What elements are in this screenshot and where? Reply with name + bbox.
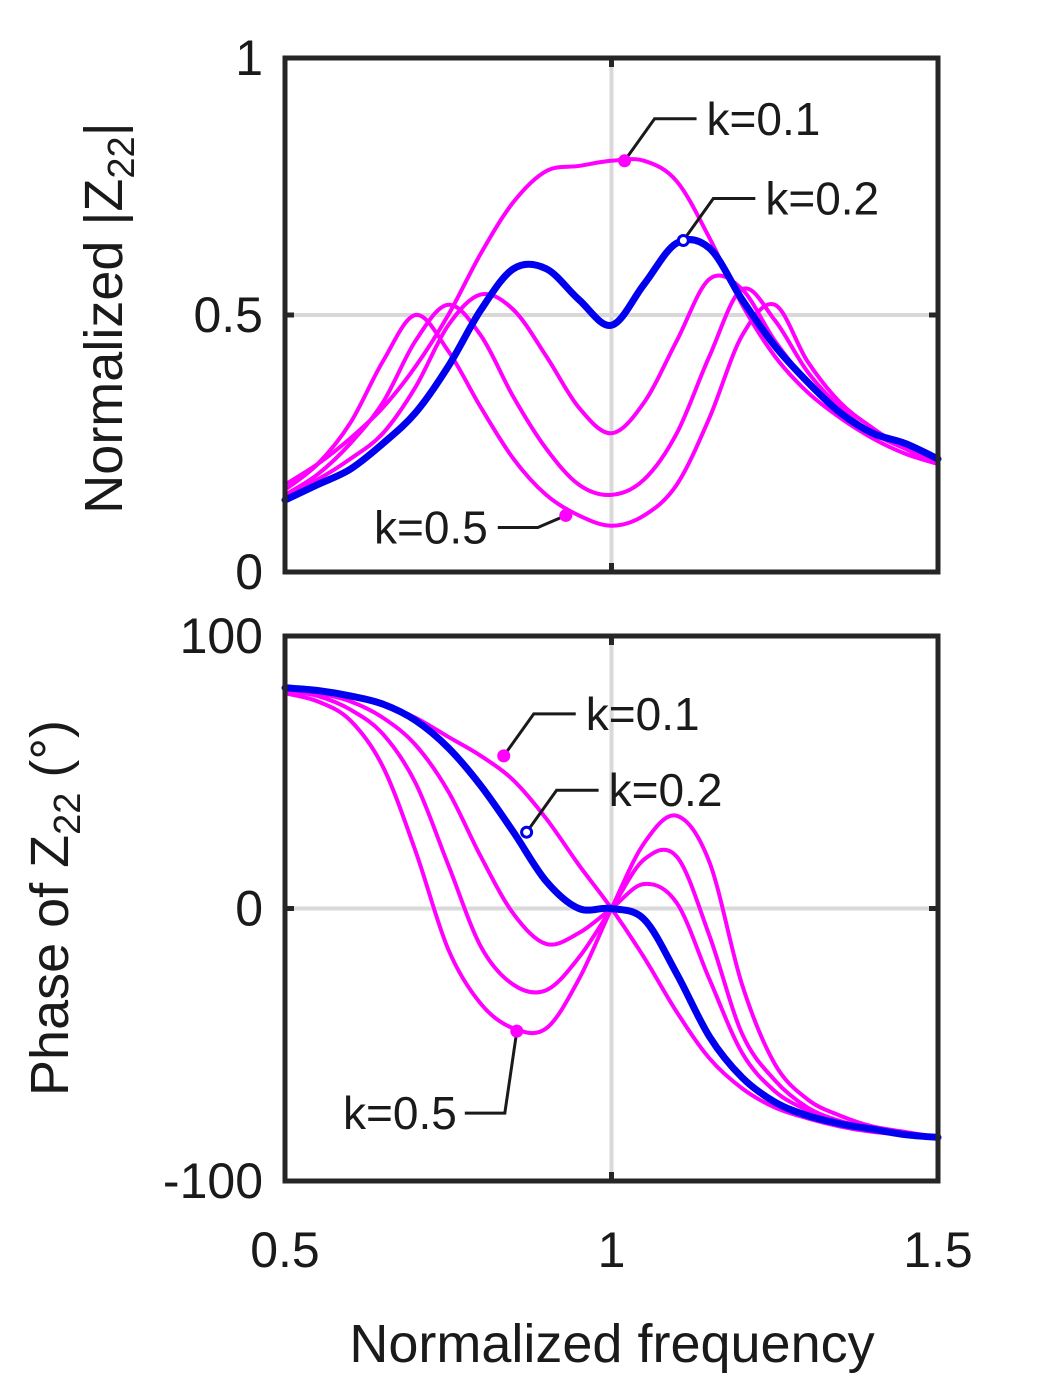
top-annotation-leader-2	[497, 514, 567, 529]
top-series-k-0-2	[281, 236, 942, 504]
top-y-tick-label: 1	[235, 30, 263, 86]
top-series-k-0-1	[283, 157, 940, 487]
bottom-y-tick-label: -100	[163, 1153, 263, 1209]
bottom-annotation-leader-1	[525, 788, 599, 834]
bottom-annotation-leader-0	[502, 712, 576, 757]
top-annotation-marker-2	[559, 508, 573, 522]
bottom-annotation-marker-0	[497, 749, 511, 763]
phase-panel: Phase of Z22 (°) -100 0 100 0.5 1 1.5 k=0.1 k=0…	[20, 608, 973, 1278]
top-y-tick-label: 0.5	[193, 287, 263, 343]
bottom-annotation-label: k=0.5	[343, 1087, 457, 1139]
bottom-y-tick-label: 0	[235, 881, 263, 937]
top-y-axis-label: Normalized |Z22|	[74, 122, 143, 513]
top-series-k-0-4	[283, 286, 940, 498]
bottom-x-tick-label: 1.5	[903, 1222, 973, 1278]
top-annotation-marker-0	[618, 154, 632, 168]
top-annotation-marker-1	[676, 233, 690, 247]
top-annotation-leader-1	[682, 196, 756, 242]
top-annotation-label: k=0.5	[374, 501, 488, 553]
top-annotation-leader-0	[623, 117, 697, 162]
top-series-k-0-5	[283, 302, 940, 528]
top-y-tick-label: 0	[235, 544, 263, 600]
bottom-y-tick-label: 100	[180, 608, 263, 664]
bottom-annotation-label: k=0.2	[609, 764, 723, 816]
bottom-annotation-marker-2	[510, 1024, 524, 1038]
bottom-annotation-label: k=0.1	[586, 688, 700, 740]
magnitude-panel: Normalized |Z22| 0 0.5 1 k=0.1 k=0.2 k=0.5	[74, 30, 942, 600]
top-annotation-label: k=0.2	[765, 172, 879, 224]
top-annotation-label: k=0.1	[707, 93, 821, 145]
bottom-y-axis-label: Phase of Z22 (°)	[20, 720, 89, 1096]
bottom-series-k-0-2	[281, 684, 942, 1141]
x-axis-label: Normalized frequency	[349, 1314, 874, 1374]
bottom-annotation-leader-2	[464, 1030, 519, 1115]
bottom-x-tick-label: 0.5	[250, 1222, 320, 1278]
bottom-annotation-marker-1	[520, 825, 534, 839]
bottom-x-tick-label: 1	[598, 1222, 626, 1278]
